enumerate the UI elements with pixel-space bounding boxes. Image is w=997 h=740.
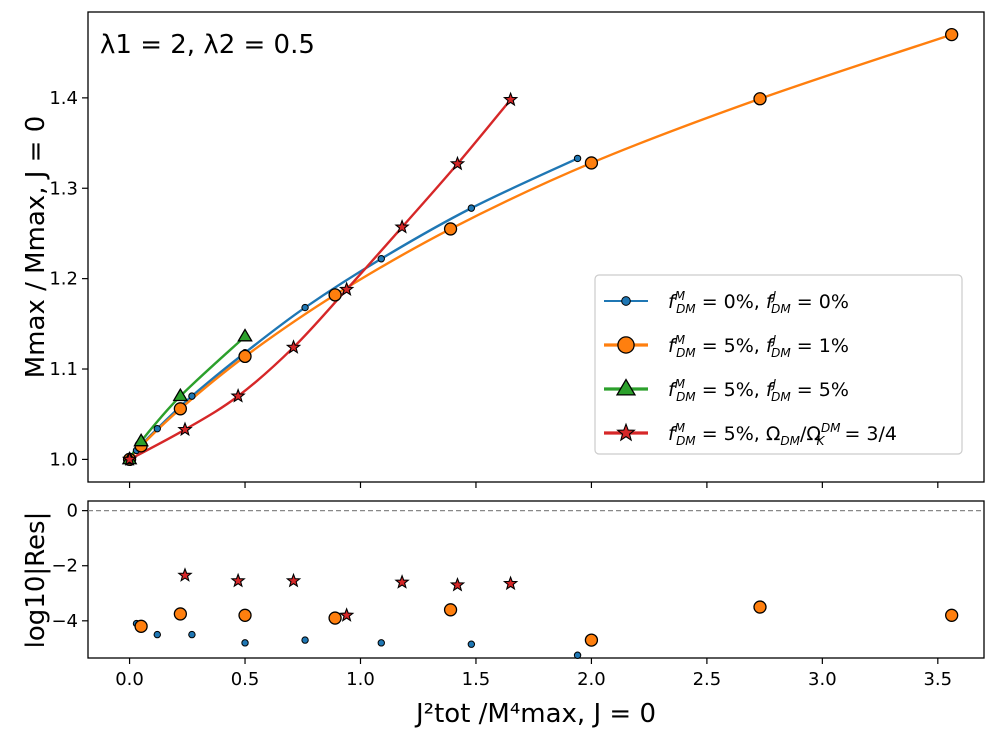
data-point — [377, 255, 385, 263]
data-point — [584, 156, 599, 170]
x-tick-label: 1.5 — [462, 669, 491, 690]
legend: fM DM = 0%, fJ DM = 0% fM DM = 5%, fJ DM = 1%… — [594, 274, 963, 455]
legend-box — [594, 274, 963, 455]
data-point — [177, 421, 193, 437]
x-axis-label: J²tot /M⁴max, J = 0 — [414, 699, 656, 729]
residual-point — [230, 572, 246, 588]
data-point — [449, 155, 466, 171]
data-point — [443, 222, 458, 236]
residual-point — [173, 607, 188, 621]
data-point — [173, 402, 188, 416]
data-point — [237, 328, 253, 342]
series-line — [128, 335, 246, 461]
legend-marker — [615, 378, 637, 396]
data-point — [394, 219, 410, 234]
residual-point — [753, 600, 767, 614]
data-point — [573, 154, 582, 163]
residual-point — [502, 575, 519, 591]
residual-point — [443, 603, 458, 617]
data-point — [238, 349, 252, 364]
top-y-tick-label: 1.0 — [49, 449, 78, 470]
residual-point — [377, 639, 385, 647]
parameter-annotation: λ1 = 2, λ2 = 0.5 — [100, 30, 315, 60]
residual-point — [238, 608, 252, 622]
data-point — [285, 339, 302, 354]
bottom-y-tick-label: −4 — [51, 611, 78, 632]
x-tick-label: 1.0 — [346, 669, 375, 690]
residual-point — [177, 567, 193, 582]
series-line — [129, 98, 512, 461]
residual-point — [394, 574, 410, 589]
bottom-y-tick-label: 0 — [67, 501, 78, 522]
bottom-axis-ticks: 0 −2 −4 0.0 0.5 1.0 1.5 2.0 2.5 3.0 3.5 — [51, 501, 952, 690]
data-point — [338, 281, 355, 297]
residual-point — [449, 576, 466, 592]
data-point — [502, 91, 519, 107]
residual-point — [945, 608, 959, 622]
x-tick-label: 0.5 — [231, 669, 260, 690]
residual-point — [134, 619, 148, 633]
bottom-y-tick-label: −2 — [51, 556, 78, 577]
legend-marker — [616, 422, 636, 442]
legend-entry: fM DM = 5%, ΩDM/ΩDM K = 3/4 — [668, 421, 897, 448]
residual-point — [301, 636, 309, 644]
data-point — [133, 433, 149, 447]
residual-point — [328, 611, 342, 625]
residual-point — [467, 640, 476, 648]
data-point — [153, 424, 161, 433]
data-point — [945, 27, 959, 42]
bottom-panel-frame — [87, 500, 985, 659]
legend-marker — [617, 336, 635, 354]
bottom-y-axis-label: log10|Res| — [21, 512, 51, 649]
data-point — [328, 288, 342, 302]
legend-entry: fM DM = 5%, fJ DM = 5% — [668, 377, 849, 404]
residual-point — [188, 630, 196, 639]
data-point — [121, 451, 138, 466]
data-point — [301, 303, 309, 312]
data-point — [230, 388, 246, 403]
residual-point — [573, 651, 582, 659]
residual-point — [153, 630, 161, 639]
legend-entry: fM DM = 0%, fJ DM = 0% — [668, 289, 849, 316]
top-panel-frame — [87, 11, 985, 483]
x-tick-label: 3.5 — [923, 669, 952, 690]
data-point — [753, 92, 767, 106]
residual-point — [338, 607, 355, 622]
series-line — [128, 157, 579, 461]
residual-point — [584, 633, 599, 647]
top-axis-ticks: 1.0 1.1 1.2 1.3 1.4 — [49, 88, 939, 488]
data-point — [172, 387, 189, 402]
data-point — [188, 392, 196, 400]
top-y-tick-label: 1.4 — [49, 88, 78, 109]
x-tick-label: 2.0 — [577, 669, 606, 690]
x-tick-label: 0.0 — [115, 669, 144, 690]
top-y-tick-label: 1.3 — [49, 178, 78, 199]
data-point — [467, 204, 476, 212]
x-tick-label: 2.5 — [693, 669, 722, 690]
top-y-tick-label: 1.2 — [49, 269, 78, 290]
top-y-tick-label: 1.1 — [49, 359, 78, 380]
residual-point — [285, 572, 302, 588]
top-y-axis-label: Mmax / Mmax, J = 0 — [21, 116, 51, 379]
legend-entry: fM DM = 5%, fJ DM = 1% — [668, 333, 849, 360]
top-series-markers — [121, 27, 959, 467]
legend-marker — [621, 296, 631, 306]
residual-point — [241, 639, 249, 647]
x-tick-label: 3.0 — [808, 669, 837, 690]
bottom-series-markers — [132, 567, 959, 659]
